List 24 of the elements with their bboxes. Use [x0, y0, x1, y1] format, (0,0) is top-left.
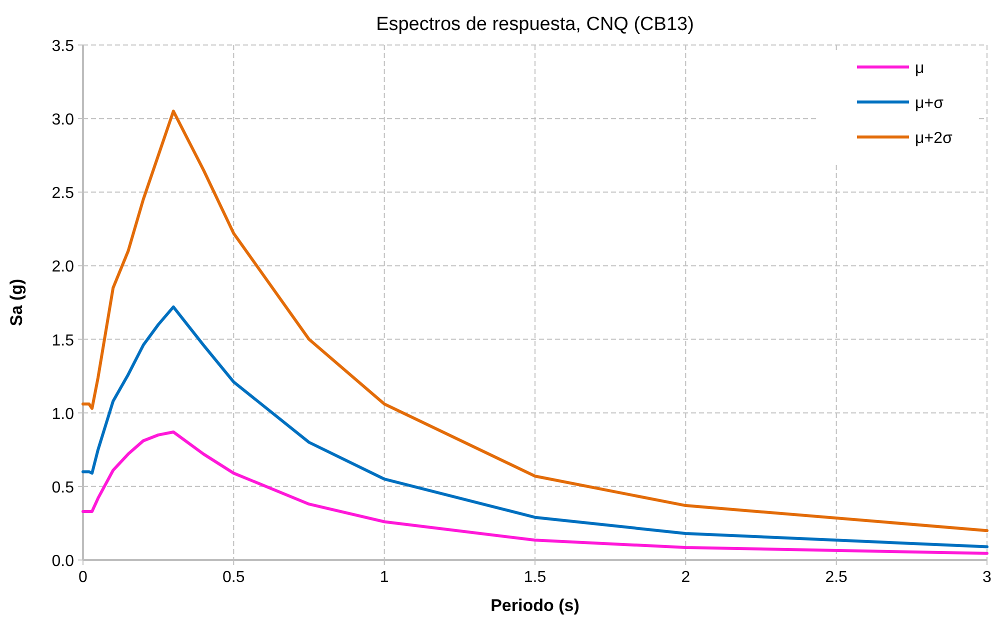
- x-tick-label: 2.5: [825, 569, 848, 586]
- x-axis-title: Periodo (s): [490, 596, 580, 615]
- legend-label: μ: [915, 60, 924, 77]
- line-series: [82, 430, 988, 555]
- x-tick-label: 2: [681, 569, 690, 586]
- x-tick-label: 1: [380, 569, 389, 586]
- y-tick-label: 1.0: [52, 406, 74, 423]
- x-tick-label: 0.5: [222, 569, 245, 586]
- line-series: [82, 110, 988, 532]
- line-series: [82, 305, 988, 548]
- legend-label: μ+σ: [915, 95, 944, 112]
- y-tick-label: 0.0: [52, 553, 74, 570]
- legend-label: μ+2σ: [915, 130, 952, 147]
- x-tick-label: 0: [78, 569, 88, 586]
- y-tick-label: 3.0: [52, 112, 74, 129]
- y-tick-label: 3.5: [52, 38, 74, 55]
- x-tick-label: 3: [982, 569, 992, 586]
- y-axis-title: Sa (g): [7, 278, 26, 326]
- y-tick-label: 2.5: [52, 185, 74, 202]
- y-tick-label: 0.5: [52, 479, 74, 496]
- x-tick-label: 1.5: [524, 569, 546, 586]
- chart-title: Espectros de respuesta, CNQ (CB13): [376, 14, 694, 35]
- y-tick-label: 1.5: [52, 332, 74, 350]
- y-tick-label: 2.0: [52, 258, 74, 276]
